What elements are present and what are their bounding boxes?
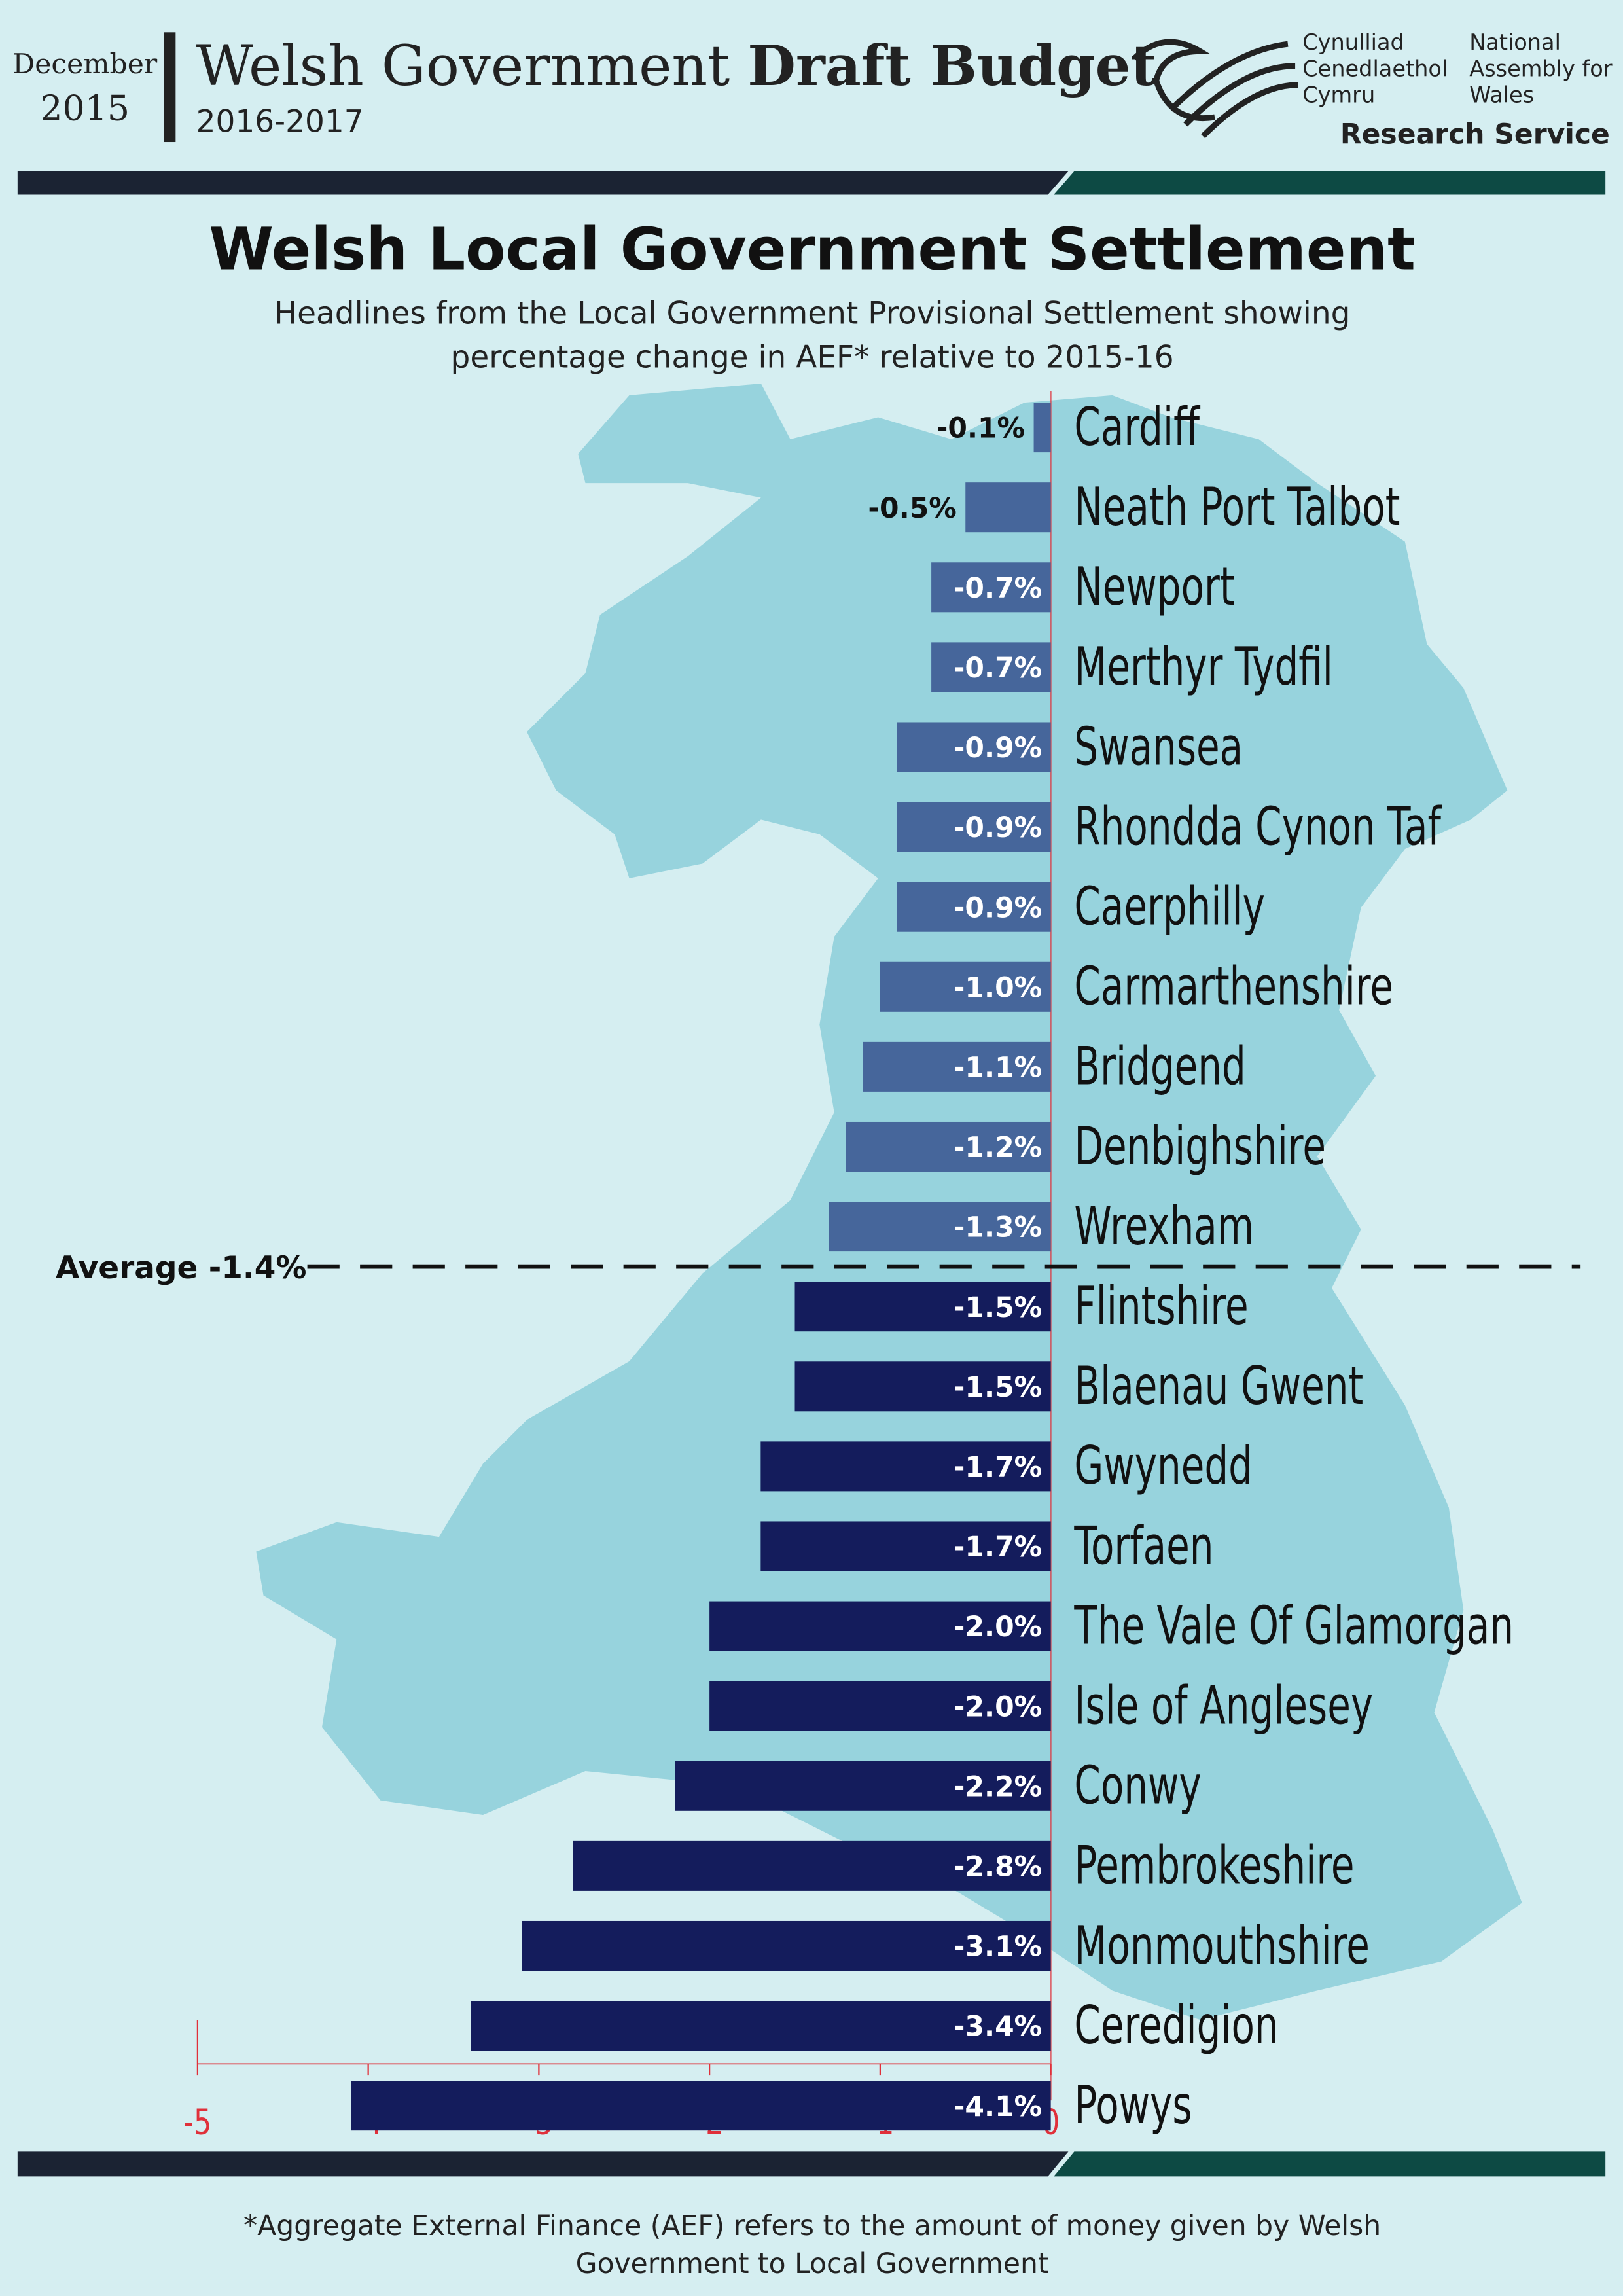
chart-subtitle: percentage change in AEF* relative to 20… [451, 339, 1174, 375]
header-divider [164, 32, 176, 143]
logo-line: National [1469, 29, 1561, 55]
value-label: -4.1% [954, 2091, 1042, 2123]
category-label: Swansea [1074, 716, 1243, 778]
logo-line: Wales [1469, 82, 1534, 108]
stripe-dark [17, 2151, 1069, 2177]
bar [829, 1202, 1051, 1252]
bar [471, 2001, 1051, 2051]
value-label: -2.2% [954, 1771, 1042, 1803]
value-label: -1.5% [954, 1292, 1042, 1324]
category-label: Ceredigion [1074, 1994, 1278, 2056]
value-label: -3.1% [954, 1931, 1042, 1964]
logo-welsh: Cynulliad Cenedlaethol Cymru [1302, 29, 1455, 108]
value-label: -0.9% [954, 892, 1042, 924]
bar [760, 1521, 1051, 1571]
category-label: Newport [1074, 556, 1234, 618]
category-label: Neath Port Talbot [1074, 476, 1400, 537]
category-label: Gwynedd [1074, 1435, 1253, 1497]
footnote: Government to Local Government [576, 2248, 1049, 2280]
category-label: Flintshire [1074, 1275, 1248, 1336]
value-label: -0.9% [954, 732, 1042, 764]
bar [794, 1282, 1051, 1332]
stripe-green [1054, 171, 1606, 195]
bar [1033, 403, 1051, 453]
bar [846, 1121, 1051, 1172]
category-label: Caerphilly [1074, 876, 1265, 937]
bar [863, 1041, 1051, 1092]
bar [675, 1761, 1051, 1811]
bar [897, 882, 1051, 932]
bar [897, 802, 1051, 852]
category-label: Rhondda Cynon Taf [1074, 796, 1442, 857]
logo-line: Cynulliad [1302, 29, 1404, 55]
value-label: -0.7% [954, 573, 1042, 605]
logo-english: National Assembly for Wales [1469, 29, 1619, 108]
bar [931, 642, 1051, 692]
value-label: -0.5% [868, 493, 956, 525]
value-label: -1.0% [954, 972, 1042, 1004]
header-title-regular: Welsh Government [196, 34, 730, 99]
category-label: Merthyr Tydfil [1074, 636, 1333, 698]
logo-line: Cymru [1302, 82, 1375, 108]
category-label: Monmouthshire [1074, 1914, 1369, 1976]
bar [760, 1441, 1051, 1492]
bar [522, 1920, 1051, 1971]
logo-line: Cenedlaethol [1302, 56, 1448, 81]
category-label: Cardiff [1074, 396, 1200, 457]
bar [880, 961, 1051, 1012]
header-years: 2016-2017 [196, 103, 364, 139]
category-label: Isle of Anglesey [1074, 1675, 1373, 1736]
header-title: Welsh Government Draft Budget [196, 33, 1156, 99]
average-label: Average -1.4% [56, 1250, 306, 1286]
category-label: Pembrokeshire [1074, 1835, 1354, 1896]
value-label: -0.7% [954, 653, 1042, 685]
bar [573, 1840, 1051, 1891]
category-label: Carmarthenshire [1074, 956, 1393, 1017]
value-label: -1.3% [954, 1212, 1042, 1244]
bar [709, 1601, 1051, 1651]
bar [709, 1681, 1051, 1731]
value-label: -0.1% [936, 413, 1025, 445]
value-label: -1.1% [954, 1052, 1042, 1085]
value-label: -0.9% [954, 812, 1042, 844]
footnote: *Aggregate External Finance (AEF) refers… [243, 2210, 1381, 2242]
header-month: December [12, 48, 158, 81]
value-label: -1.5% [954, 1372, 1042, 1404]
bar [965, 482, 1051, 533]
value-label: -1.7% [954, 1452, 1042, 1484]
value-label: -1.2% [954, 1132, 1042, 1164]
value-label: -2.0% [954, 1611, 1042, 1643]
bar [351, 2081, 1051, 2131]
header-year: 2015 [40, 87, 130, 128]
stripe-green [1054, 2151, 1606, 2177]
chart-subtitle: Headlines from the Local Government Prov… [274, 295, 1351, 331]
category-label: Conwy [1074, 1755, 1201, 1816]
bar [897, 722, 1051, 772]
bar [794, 1361, 1051, 1412]
category-label: Torfaen [1074, 1515, 1214, 1577]
value-label: -3.4% [954, 2011, 1042, 2043]
category-label: The Vale Of Glamorgan [1074, 1595, 1514, 1657]
logo-line: Assembly for [1469, 56, 1613, 81]
stripe-dark [17, 171, 1069, 195]
bar [931, 562, 1051, 613]
dragon-logo [1132, 39, 1298, 139]
chart-title: Welsh Local Government Settlement [209, 216, 1416, 284]
x-tick-label: -5 [183, 2102, 211, 2143]
value-label: -1.7% [954, 1532, 1042, 1564]
category-label: Powys [1074, 2074, 1192, 2136]
category-label: Denbighshire [1074, 1115, 1326, 1177]
logo-service: Research Service [1340, 118, 1610, 151]
category-label: Wrexham [1074, 1195, 1254, 1257]
category-label: Blaenau Gwent [1074, 1355, 1363, 1417]
category-label: Bridgend [1074, 1035, 1245, 1097]
value-label: -2.0% [954, 1691, 1042, 1723]
value-label: -2.8% [954, 1852, 1042, 1884]
header-title-bold: Draft Budget [747, 33, 1156, 99]
